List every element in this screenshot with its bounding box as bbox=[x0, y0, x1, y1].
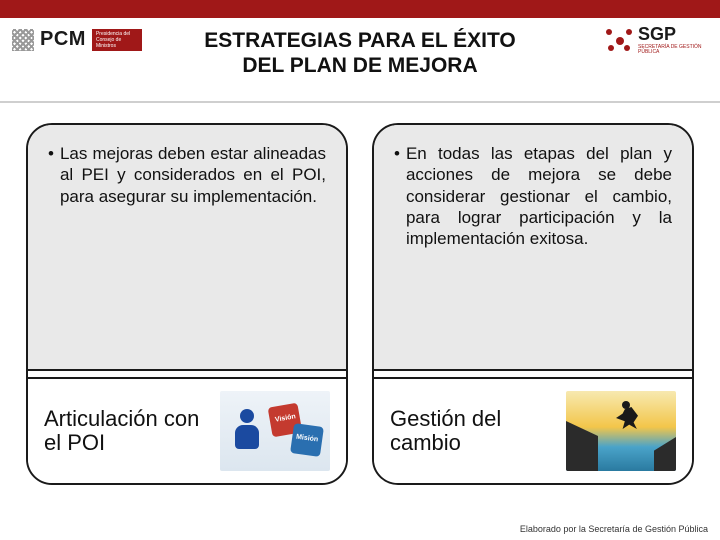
card-top-left: • Las mejoras deben estar alineadas al P… bbox=[28, 125, 346, 369]
pcm-text: PCM bbox=[40, 28, 86, 51]
sgp-subtext: SECRETARÍA DE GESTIÓN PÚBLICA bbox=[638, 45, 708, 55]
card-divider bbox=[28, 369, 346, 379]
content-columns: • Las mejoras deben estar alineadas al P… bbox=[0, 103, 720, 485]
pcm-subtext: Presidencia del Consejo de Ministros bbox=[92, 29, 142, 51]
card-bottom-right: Gestión del cambio bbox=[374, 379, 692, 483]
bullet-item: • En todas las etapas del plan y accione… bbox=[394, 143, 672, 249]
logo-sgp: SGP SECRETARÍA DE GESTIÓN PÚBLICA bbox=[606, 24, 708, 55]
title-line-2: DEL PLAN DE MEJORA bbox=[204, 53, 516, 78]
card-articulacion: • Las mejoras deben estar alineadas al P… bbox=[26, 123, 348, 485]
card-heading: Articulación con el POI bbox=[44, 407, 210, 455]
jump-silhouette-icon bbox=[566, 391, 676, 471]
sgp-network-icon bbox=[606, 29, 632, 51]
card-top-right: • En todas las etapas del plan y accione… bbox=[374, 125, 692, 369]
logo-pcm: PCM Presidencia del Consejo de Ministros bbox=[12, 28, 142, 51]
top-red-bar bbox=[0, 0, 720, 18]
title-line-1: ESTRATEGIAS PARA EL ÉXITO bbox=[204, 28, 516, 53]
footer-credit: Elaborado por la Secretaría de Gestión P… bbox=[520, 524, 708, 534]
bullet-text: Las mejoras deben estar alineadas al PEI… bbox=[60, 143, 326, 207]
bullet-dot: • bbox=[394, 143, 400, 249]
pcm-pattern-icon bbox=[12, 29, 34, 51]
card-gestion-cambio: • En todas las etapas del plan y accione… bbox=[372, 123, 694, 485]
header: PCM Presidencia del Consejo de Ministros… bbox=[0, 18, 720, 59]
bullet-text: En todas las etapas del plan y acciones … bbox=[406, 143, 672, 249]
bullet-dot: • bbox=[48, 143, 54, 207]
card-divider bbox=[374, 369, 692, 379]
card-heading: Gestión del cambio bbox=[390, 407, 556, 455]
page-title: ESTRATEGIAS PARA EL ÉXITO DEL PLAN DE ME… bbox=[204, 28, 516, 78]
card-bottom-left: Articulación con el POI Visión Misión bbox=[28, 379, 346, 483]
bullet-item: • Las mejoras deben estar alineadas al P… bbox=[48, 143, 326, 207]
sgp-text: SGP bbox=[638, 24, 708, 45]
puzzle-figure-icon: Visión Misión bbox=[220, 391, 330, 471]
